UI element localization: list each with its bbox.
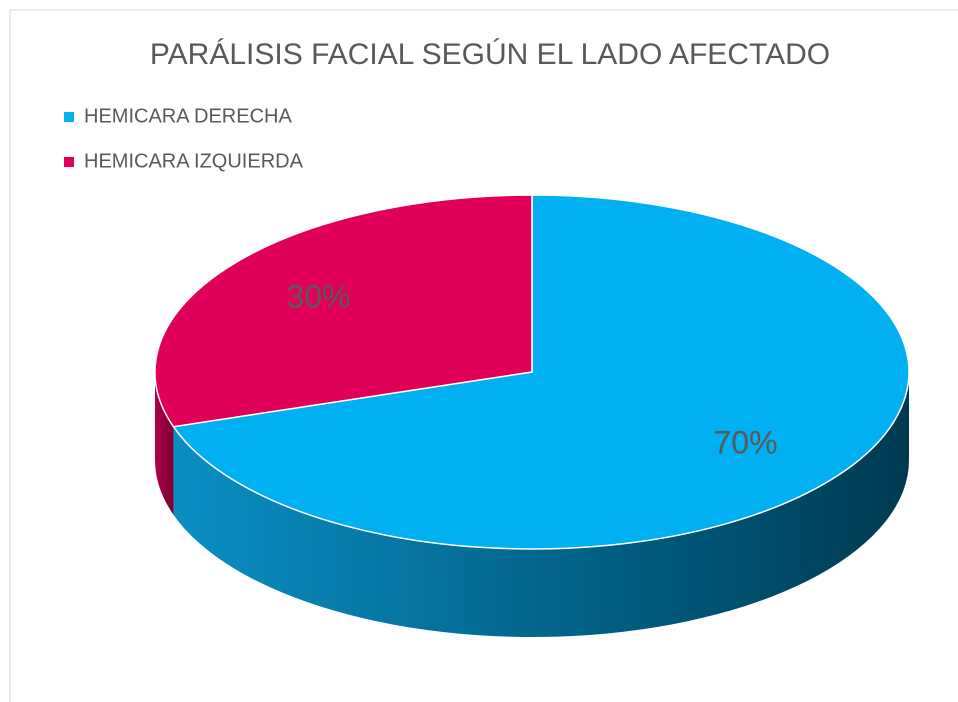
legend-swatch [64, 112, 74, 122]
slice [172, 194, 910, 550]
chart-title: PARÁLISIS FACIAL SEGÚN EL LADO AFECTADO [150, 38, 830, 71]
slice [154, 194, 533, 428]
legend-label: HEMICARA IZQUIERDA [84, 150, 304, 172]
slice-side [155, 372, 174, 515]
legend-label: HEMICARA DERECHA [84, 105, 292, 127]
data-label: 30% [286, 279, 350, 315]
data-label: 70% [713, 424, 777, 460]
chart-border [9, 9, 958, 702]
legend-swatch [64, 157, 74, 167]
slice-side [173, 372, 910, 637]
